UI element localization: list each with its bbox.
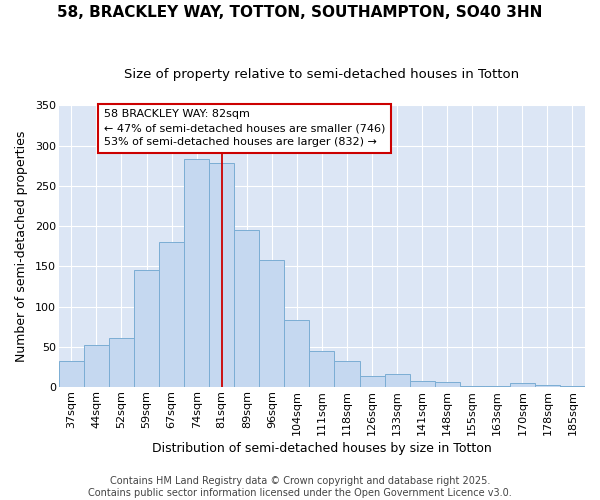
Bar <box>284 320 310 388</box>
Text: Contains HM Land Registry data © Crown copyright and database right 2025.
Contai: Contains HM Land Registry data © Crown c… <box>88 476 512 498</box>
Bar <box>434 382 460 388</box>
Title: Size of property relative to semi-detached houses in Totton: Size of property relative to semi-detach… <box>124 68 520 80</box>
Bar <box>234 230 259 388</box>
Bar <box>560 386 585 388</box>
Bar <box>84 346 109 388</box>
Bar <box>334 362 359 388</box>
Bar <box>510 383 535 388</box>
Bar <box>134 270 159 388</box>
Bar <box>410 381 434 388</box>
Bar <box>109 338 134 388</box>
Bar <box>359 376 385 388</box>
Bar <box>259 260 284 388</box>
Text: 58 BRACKLEY WAY: 82sqm
← 47% of semi-detached houses are smaller (746)
53% of se: 58 BRACKLEY WAY: 82sqm ← 47% of semi-det… <box>104 110 385 148</box>
Bar <box>385 374 410 388</box>
Bar <box>535 385 560 388</box>
Bar <box>59 360 84 388</box>
Text: 58, BRACKLEY WAY, TOTTON, SOUTHAMPTON, SO40 3HN: 58, BRACKLEY WAY, TOTTON, SOUTHAMPTON, S… <box>58 5 542 20</box>
Bar <box>460 386 485 388</box>
Bar <box>209 164 234 388</box>
Bar <box>184 160 209 388</box>
Bar <box>485 386 510 388</box>
Y-axis label: Number of semi-detached properties: Number of semi-detached properties <box>15 130 28 362</box>
Bar <box>310 351 334 388</box>
Bar <box>159 242 184 388</box>
X-axis label: Distribution of semi-detached houses by size in Totton: Distribution of semi-detached houses by … <box>152 442 492 455</box>
